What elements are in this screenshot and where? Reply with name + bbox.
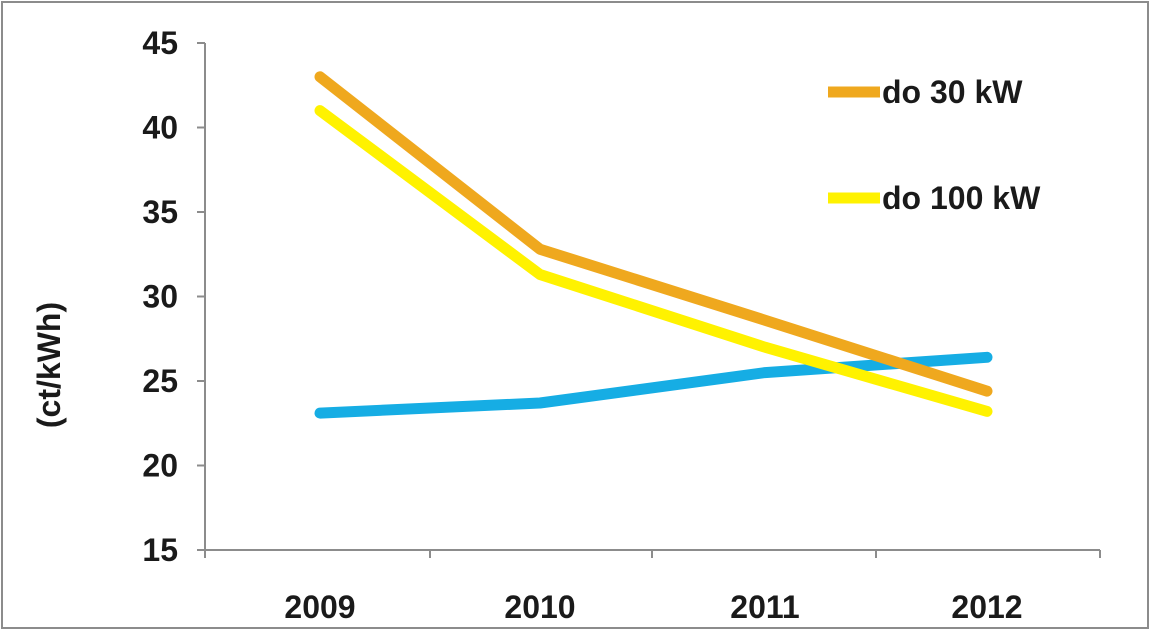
x-tick-label: 2009: [284, 589, 355, 625]
y-tick-label: 25: [142, 363, 178, 399]
x-tick-label: 2010: [504, 589, 575, 625]
legend-label: do 100 kW: [882, 180, 1041, 216]
y-tick-label: 15: [142, 532, 178, 568]
y-tick-label: 40: [142, 110, 178, 146]
axes: 15 20 25 30 35 40 45 2009 2010 2011 2012: [142, 25, 1100, 625]
x-tick-label: 2012: [951, 589, 1022, 625]
series-lines: [320, 77, 987, 413]
y-axis-title: (ct/kWh): [31, 302, 67, 428]
legend: do 30 kW do 100 kW: [828, 74, 1041, 216]
y-tick-label: 45: [142, 25, 178, 61]
x-tick-label: 2011: [730, 589, 799, 625]
legend-label: do 30 kW: [882, 74, 1023, 110]
y-tick-label: 30: [142, 279, 178, 315]
series-line-do-30-kw: [320, 77, 987, 391]
y-tick-label: 20: [142, 448, 178, 484]
y-tick-label: 35: [142, 194, 178, 230]
